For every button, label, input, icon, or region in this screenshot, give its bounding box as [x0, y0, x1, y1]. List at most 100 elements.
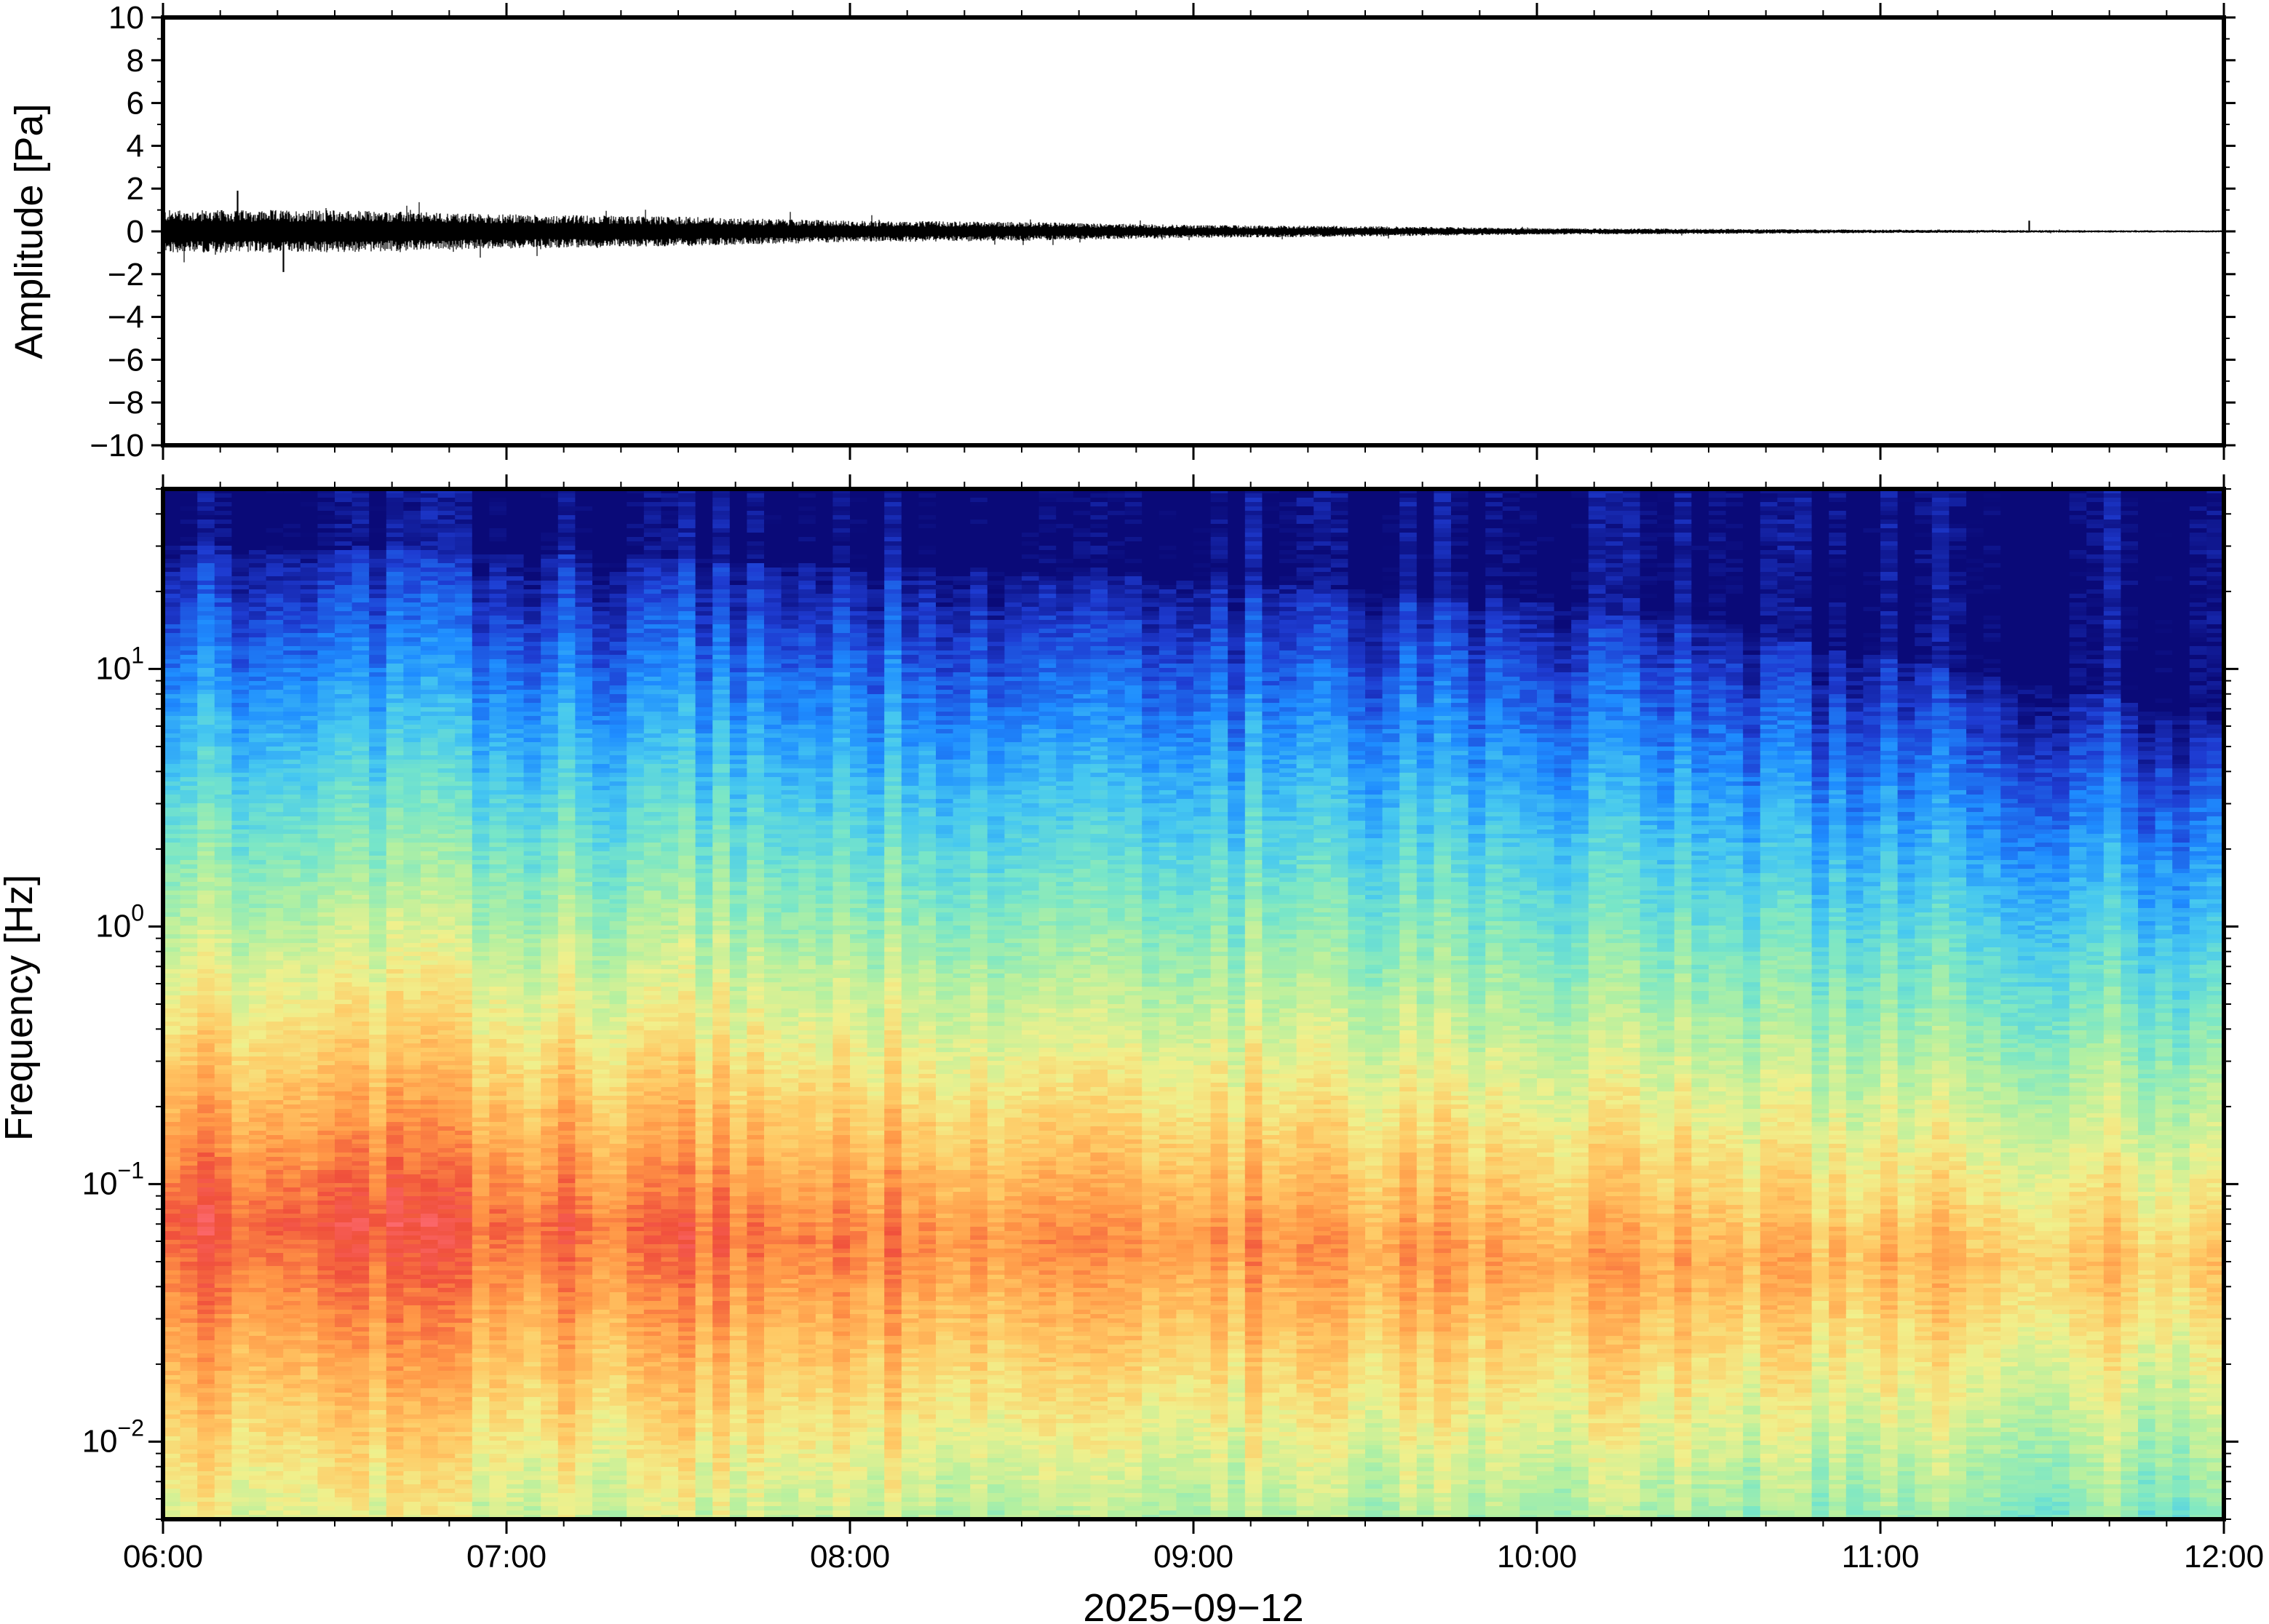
spectrogram-cell — [352, 1253, 370, 1258]
spectrogram-cell — [283, 659, 301, 664]
spectrogram-cell — [249, 939, 266, 944]
spectrogram-cell — [231, 694, 249, 699]
spectrogram-cell — [215, 1013, 232, 1018]
spectrogram-cell — [403, 493, 421, 498]
spectrogram-cell — [197, 1489, 215, 1494]
spectrogram-cell — [455, 1013, 472, 1018]
spectrogram-cell — [438, 533, 456, 538]
spectrogram-cell — [231, 1209, 249, 1214]
spectrogram-cell — [215, 633, 232, 638]
spectrogram-cell — [489, 554, 506, 560]
spectrogram-cell — [421, 995, 438, 1000]
spectrogram-cell — [472, 1393, 490, 1398]
spectrogram-cell — [301, 1449, 318, 1454]
spectrogram-cell — [403, 1493, 421, 1498]
spectrogram-cell — [317, 1148, 335, 1153]
spectrogram-cell — [489, 1218, 506, 1223]
spectrogram-cell — [421, 974, 438, 979]
spectrogram-cell — [352, 1113, 370, 1118]
spectrogram-cell — [317, 825, 335, 830]
spectrogram-cell — [197, 633, 215, 638]
spectrogram-cell — [403, 808, 421, 813]
spectrogram-cell — [266, 1148, 284, 1153]
spectrogram-cell — [352, 952, 370, 957]
spectrogram-cell — [455, 1043, 472, 1048]
spectrogram-cell — [180, 568, 198, 573]
spectrogram-cell — [163, 738, 180, 743]
spectrogram-cell — [197, 1423, 215, 1428]
spectrogram-cell — [455, 655, 472, 660]
spectrogram-cell — [421, 602, 438, 608]
spectrogram-cell — [317, 629, 335, 634]
spectrogram-cell — [317, 1292, 335, 1297]
spectrogram-cell — [352, 1205, 370, 1210]
spectrogram-cell — [369, 1462, 386, 1468]
spectrogram-cell — [301, 1043, 318, 1048]
spectrogram-cell — [369, 891, 386, 896]
spectrogram-cell — [421, 698, 438, 704]
spectrogram-cell — [301, 646, 318, 651]
spectrogram-cell — [283, 956, 301, 961]
spectrogram-cell — [472, 1183, 490, 1188]
spectrogram-cell — [249, 738, 266, 743]
spectrogram-cell — [215, 1358, 232, 1363]
spectrogram-cell — [386, 860, 404, 865]
spectrogram-cell — [180, 1205, 198, 1210]
spectrogram-cell — [163, 1174, 180, 1179]
spectrogram-cell — [403, 982, 421, 987]
spectrogram-cell — [301, 1345, 318, 1350]
spectrogram-cell — [489, 694, 506, 699]
spectrogram-cell — [197, 799, 215, 804]
spectrogram-cell — [215, 1362, 232, 1367]
spectrogram-cell — [403, 908, 421, 913]
spectrogram-cell — [249, 607, 266, 612]
spectrogram-cell — [283, 698, 301, 704]
spectrogram-cell — [231, 904, 249, 909]
spectrogram-cell — [301, 1441, 318, 1446]
spectrogram-cell — [335, 1096, 352, 1101]
spectrogram-cell — [421, 506, 438, 512]
spectrogram-cell — [369, 716, 386, 721]
spectrogram-cell — [215, 1449, 232, 1454]
spectrogram-cell — [386, 659, 404, 664]
spectrogram-cell — [352, 707, 370, 712]
spectrogram-cell — [266, 1419, 284, 1424]
spectrogram-cell — [180, 1022, 198, 1027]
spectrogram-cell — [215, 978, 232, 983]
spectrogram-cell — [438, 1375, 456, 1380]
spectrogram-cell — [283, 1139, 301, 1145]
spectrogram-cell — [180, 1113, 198, 1118]
spectrogram-cell — [455, 934, 472, 939]
spectrogram-cell — [352, 768, 370, 773]
spectrogram-cell — [386, 1222, 404, 1227]
spectrogram-cell — [197, 716, 215, 721]
spectrogram-cell — [283, 1030, 301, 1035]
spectrogram-cell — [283, 1070, 301, 1075]
spectrogram-cell — [231, 965, 249, 970]
spectrogram-cell — [386, 1318, 404, 1324]
spectrogram-cell — [301, 856, 318, 861]
spectrogram-cell — [438, 1096, 456, 1101]
spectrogram-cell — [472, 1362, 490, 1367]
spectrogram-cell — [352, 742, 370, 747]
spectrogram-cell — [489, 1262, 506, 1267]
spectrogram-cell — [403, 629, 421, 634]
spectrogram-cell — [231, 930, 249, 935]
spectrogram-cell — [283, 572, 301, 577]
spectrogram-cell — [438, 1222, 456, 1227]
spectrogram-cell — [489, 1240, 506, 1245]
spectrogram-cell — [197, 947, 215, 952]
spectrogram-cell — [472, 1358, 490, 1363]
spectrogram-cell — [301, 1454, 318, 1459]
spectrogram-cell — [197, 524, 215, 529]
spectrogram-cell — [266, 1262, 284, 1267]
spectrogram-cell — [266, 716, 284, 721]
spectrogram-cell — [301, 1008, 318, 1014]
spectrogram-cell — [317, 1493, 335, 1498]
spectrogram-cell — [369, 589, 386, 594]
spectrogram-cell — [455, 1022, 472, 1027]
spectrogram-cell — [472, 821, 490, 826]
spectrogram-cell — [403, 1235, 421, 1241]
spectrogram-cell — [215, 1174, 232, 1179]
spectrogram-cell — [438, 1052, 456, 1057]
